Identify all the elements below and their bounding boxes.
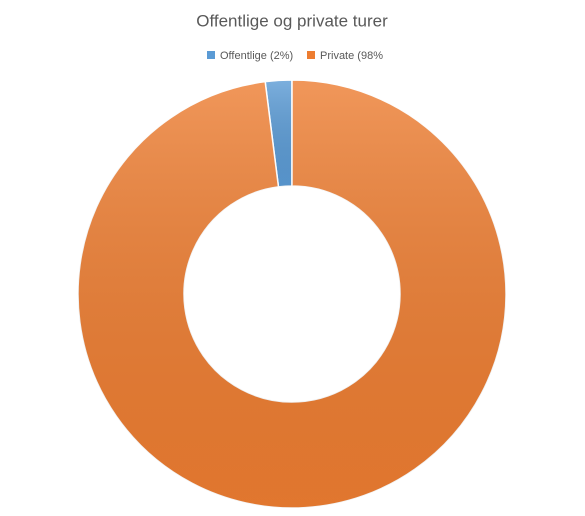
legend-label: Offentlige (2%) [220, 50, 293, 62]
legend-swatch [207, 51, 215, 59]
legend-label: Private (98% [320, 50, 383, 62]
legend-swatch [307, 51, 315, 59]
chart-title: Offentlige og private turer [196, 11, 388, 30]
